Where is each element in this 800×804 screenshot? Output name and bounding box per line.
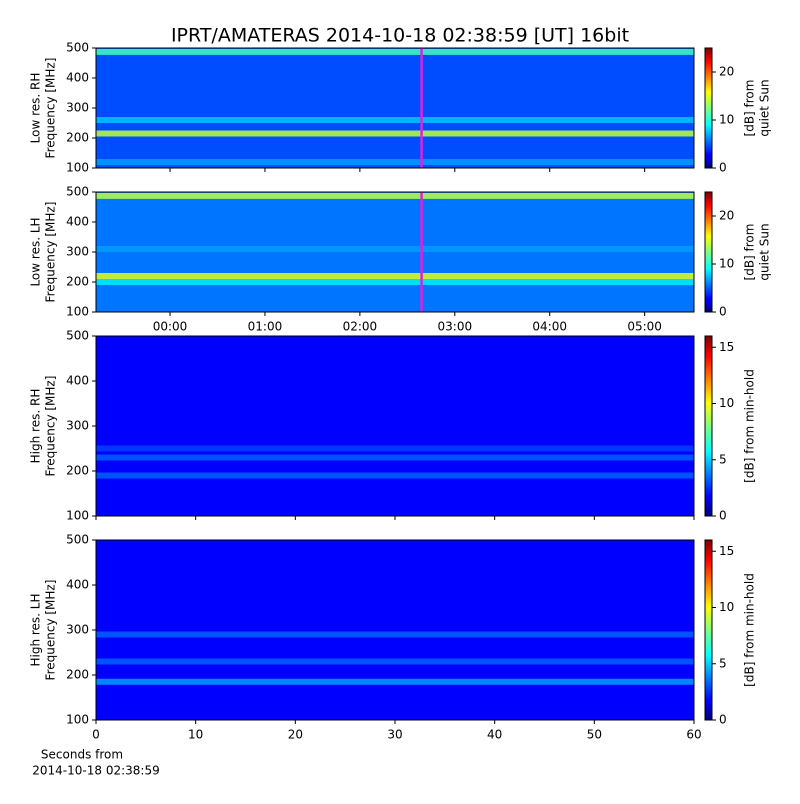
colorbar-tick-label: 20	[719, 209, 734, 223]
x-tick-label: 20	[288, 728, 303, 742]
colorbar-tick-label: 10	[719, 257, 734, 271]
y-axis-label: Frequency [MHz]	[44, 580, 58, 681]
heatmap-background	[96, 48, 694, 168]
y-tick-label: 100	[66, 161, 89, 175]
colorbar	[704, 47, 713, 169]
emission-band	[96, 273, 694, 279]
colorbar-label: quiet Sun	[758, 223, 772, 280]
emission-band	[96, 678, 694, 685]
emission-band	[96, 117, 694, 123]
y-tick-label: 100	[66, 509, 89, 523]
y-axis-label: High res. RH	[29, 389, 43, 464]
colorbar-tick-label: 15	[719, 340, 734, 354]
emission-band	[96, 658, 694, 665]
colorbar-tick-label: 15	[719, 544, 734, 558]
colorbar-label: quiet Sun	[758, 79, 772, 136]
colorbar-tick-label: 10	[719, 396, 734, 410]
emission-band	[96, 454, 694, 461]
y-axis-label: Frequency [MHz]	[44, 58, 58, 159]
emission-band	[96, 130, 694, 137]
x-tick-label: 00:00	[153, 320, 188, 334]
emission-band	[96, 631, 694, 638]
x-tick-label: 50	[587, 728, 602, 742]
colorbar	[704, 539, 713, 721]
y-axis-label: Frequency [MHz]	[44, 376, 58, 477]
y-tick-label: 400	[66, 215, 89, 229]
x-axis-label: 2014-10-18 02:38:59	[32, 764, 159, 778]
y-tick-label: 500	[66, 185, 89, 199]
x-axis-label: Seconds from	[41, 748, 123, 762]
heatmap-background	[96, 336, 694, 516]
x-tick-label: 40	[487, 728, 502, 742]
x-tick-label: 0	[92, 728, 100, 742]
y-tick-label: 100	[66, 305, 89, 319]
emission-band	[96, 472, 694, 479]
colorbar-label: [dB] from	[743, 224, 757, 281]
emission-band	[96, 192, 694, 199]
y-tick-label: 300	[66, 419, 89, 433]
colorbar	[704, 335, 713, 517]
emission-band	[96, 246, 694, 252]
y-axis-label: Low res. LH	[29, 217, 43, 286]
y-tick-label: 300	[66, 623, 89, 637]
y-tick-label: 200	[66, 668, 89, 682]
colorbar	[704, 191, 713, 313]
y-tick-label: 100	[66, 713, 89, 727]
emission-band	[96, 279, 694, 285]
x-tick-label: 30	[387, 728, 402, 742]
y-tick-label: 200	[66, 275, 89, 289]
x-tick-label: 04:00	[532, 320, 567, 334]
y-axis-label: Low res. RH	[29, 73, 43, 144]
y-tick-label: 300	[66, 101, 89, 115]
figure-title: IPRT/AMATERAS 2014-10-18 02:38:59 [UT] 1…	[171, 25, 629, 47]
colorbar-tick-label: 10	[719, 600, 734, 614]
x-tick-label: 60	[686, 728, 701, 742]
x-tick-label: 10	[188, 728, 203, 742]
colorbar-tick-label: 0	[719, 305, 727, 319]
y-tick-label: 500	[66, 329, 89, 343]
colorbar-label: [dB] from min-hold	[743, 573, 757, 687]
y-tick-label: 200	[66, 131, 89, 145]
x-tick-label: 05:00	[627, 320, 662, 334]
x-tick-label: 02:00	[343, 320, 378, 334]
y-axis-label: Frequency [MHz]	[44, 202, 58, 303]
colorbar-tick-label: 5	[719, 656, 727, 670]
x-tick-label: 01:00	[248, 320, 283, 334]
y-tick-label: 300	[66, 245, 89, 259]
y-tick-label: 400	[66, 578, 89, 592]
y-tick-label: 500	[66, 533, 89, 547]
y-tick-label: 400	[66, 374, 89, 388]
y-tick-label: 200	[66, 464, 89, 478]
colorbar-tick-label: 20	[719, 65, 734, 79]
colorbar-tick-label: 0	[719, 713, 727, 727]
heatmap-background	[96, 540, 694, 720]
colorbar-tick-label: 10	[719, 113, 734, 127]
colorbar-label: [dB] from	[743, 80, 757, 137]
y-axis-label: High res. LH	[29, 593, 43, 666]
colorbar-tick-label: 0	[719, 161, 727, 175]
colorbar-tick-label: 0	[719, 509, 727, 523]
emission-band	[96, 445, 694, 452]
y-tick-label: 500	[66, 41, 89, 55]
colorbar-tick-label: 5	[719, 452, 727, 466]
x-tick-label: 03:00	[438, 320, 473, 334]
emission-band	[96, 159, 694, 165]
colorbar-label: [dB] from min-hold	[743, 369, 757, 483]
y-tick-label: 400	[66, 71, 89, 85]
emission-band	[96, 48, 694, 55]
